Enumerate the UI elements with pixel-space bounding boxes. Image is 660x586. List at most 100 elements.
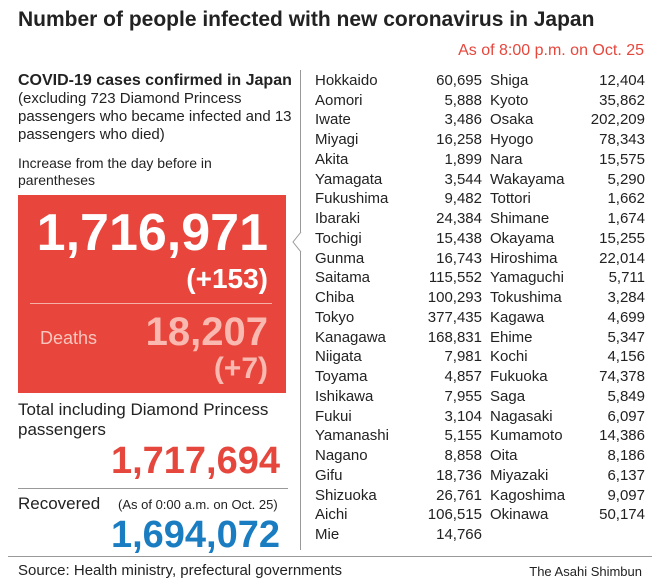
prefecture-name: Wakayama bbox=[490, 170, 565, 188]
prefecture-name: Shiga bbox=[490, 72, 529, 89]
deaths-label: Deaths bbox=[40, 328, 98, 348]
prefecture-name: Fukuoka bbox=[490, 368, 548, 386]
prefecture-name: Shimane bbox=[490, 210, 550, 228]
prefecture-cases: 1,899 bbox=[444, 150, 482, 168]
heading: COVID-19 cases confirmed in Japan (exclu… bbox=[18, 72, 300, 144]
prefecture-name: Nagano bbox=[315, 447, 368, 465]
prefecture-name: Miyazaki bbox=[490, 466, 549, 484]
recovered-note: (As of 0:00 a.m. on Oct. 25) bbox=[118, 497, 278, 512]
recovered-label: Recovered bbox=[18, 494, 101, 513]
divider bbox=[300, 70, 301, 550]
prefecture-cases: 15,438 bbox=[436, 229, 482, 247]
prefecture-name: Nara bbox=[490, 150, 523, 168]
prefecture-name: Tokyo bbox=[315, 308, 355, 326]
prefecture-name: Chiba bbox=[315, 289, 355, 307]
recovered: 1,694,072 bbox=[110, 514, 280, 556]
cases-increase: (+153) bbox=[186, 263, 268, 294]
prefecture-cases: 15,575 bbox=[599, 150, 645, 168]
prefecture-cases: 16,743 bbox=[436, 249, 482, 267]
prefecture-name: Saga bbox=[490, 387, 526, 405]
prefecture-name: Toyama bbox=[315, 368, 368, 386]
prefecture-name: Kanagawa bbox=[315, 328, 386, 346]
prefecture-name: Ishikawa bbox=[315, 387, 374, 405]
prefecture-name: Akita bbox=[315, 150, 349, 168]
prefecture-name: Kagoshima bbox=[490, 486, 566, 504]
prefecture-cases: 6,137 bbox=[607, 466, 645, 484]
prefecture-cases: 1,662 bbox=[607, 190, 645, 208]
prefecture-cases: 106,515 bbox=[427, 506, 482, 524]
prefecture-name: Saitama bbox=[315, 269, 371, 287]
prefecture-cases: 5,849 bbox=[607, 387, 645, 405]
prefecture-cases: 5,155 bbox=[444, 427, 482, 445]
prefecture-name: Shizuoka bbox=[315, 486, 377, 504]
prefecture-cases: 1,674 bbox=[607, 210, 645, 228]
prefecture-cases: 4,857 bbox=[444, 368, 482, 386]
prefecture-name: Niigata bbox=[315, 348, 362, 366]
cases: 1,716,971 bbox=[36, 204, 268, 262]
prefecture-cases: 7,955 bbox=[444, 387, 482, 405]
prefecture-cases: 5,711 bbox=[608, 269, 645, 287]
prefecture-name: Gunma bbox=[315, 249, 365, 267]
deaths-increase: (+7) bbox=[213, 352, 268, 385]
prefecture-cases: 3,544 bbox=[444, 170, 482, 188]
prefecture-name: Aomori bbox=[315, 91, 363, 109]
total-label: Total including Diamond Princess passeng… bbox=[18, 400, 269, 439]
prefecture-cases: 35,862 bbox=[599, 91, 645, 109]
prefecture-name: Fukui bbox=[315, 407, 352, 425]
prefecture-cases: 5,290 bbox=[607, 170, 645, 188]
divider bbox=[8, 556, 652, 557]
prefecture-cases: 14,386 bbox=[599, 427, 645, 445]
prefecture-cases: 12,404 bbox=[599, 72, 645, 89]
increase-note: Increase from the day before in parenthe… bbox=[18, 155, 212, 188]
prefecture-cases: 74,378 bbox=[599, 368, 645, 386]
prefecture-name: Iwate bbox=[315, 111, 351, 129]
prefecture-name: Fukushima bbox=[315, 190, 389, 208]
prefecture-cases: 14,766 bbox=[436, 526, 482, 544]
prefecture-cases: 16,258 bbox=[436, 131, 482, 149]
prefecture-cases: 115,552 bbox=[428, 269, 482, 287]
prefecture-name: Hiroshima bbox=[490, 249, 558, 267]
prefecture-name: Miyagi bbox=[315, 131, 359, 149]
prefecture-name: Tokushima bbox=[490, 289, 562, 307]
prefecture-cases: 3,284 bbox=[607, 289, 645, 307]
heading-text: COVID-19 cases confirmed in Japan bbox=[18, 72, 292, 89]
prefecture-cases: 18,736 bbox=[436, 466, 482, 484]
prefecture-name: Hokkaido bbox=[315, 72, 378, 89]
prefecture-name: Tochigi bbox=[315, 229, 362, 247]
prefecture-name: Oita bbox=[490, 447, 518, 465]
prefecture-cases: 6,097 bbox=[607, 407, 645, 425]
prefecture-cases: 202,209 bbox=[590, 111, 645, 129]
prefecture-name: Nagasaki bbox=[490, 407, 553, 425]
prefecture-name: Aichi bbox=[315, 506, 348, 524]
title: Number of people infected with new coron… bbox=[18, 8, 595, 31]
prefecture-cases: 22,014 bbox=[599, 249, 645, 267]
credit: The Asahi Shimbun bbox=[529, 564, 642, 579]
prefecture-name: Hyogo bbox=[490, 131, 534, 149]
prefecture-cases: 3,486 bbox=[444, 111, 482, 129]
prefecture-name: Mie bbox=[315, 526, 340, 544]
prefecture-name: Kyoto bbox=[490, 91, 529, 109]
prefecture-cases: 26,761 bbox=[436, 486, 482, 504]
source: Source: Health ministry, prefectural gov… bbox=[18, 562, 343, 579]
prefecture-cases: 7,981 bbox=[444, 348, 482, 366]
prefecture-cases: 78,343 bbox=[599, 131, 645, 149]
prefecture-cases: 9,097 bbox=[607, 486, 645, 504]
prefecture-cases: 5,347 bbox=[607, 328, 645, 346]
prefecture-name: Okinawa bbox=[490, 506, 549, 524]
prefecture-cases: 8,186 bbox=[607, 447, 645, 465]
prefecture-cases: 3,104 bbox=[444, 407, 482, 425]
prefecture-name: Ehime bbox=[490, 328, 533, 346]
prefecture-cases: 4,699 bbox=[607, 308, 645, 326]
as-of: As of 8:00 p.m. on Oct. 25 bbox=[458, 42, 644, 59]
prefecture-name: Tottori bbox=[490, 190, 531, 208]
heading-note: (excluding 723 Diamond Princess passenge… bbox=[18, 90, 292, 143]
prefecture-cases: 50,174 bbox=[599, 506, 645, 524]
prefecture-name: Yamanashi bbox=[315, 427, 389, 445]
prefecture-cases: 168,831 bbox=[427, 328, 482, 346]
prefecture-cases: 4,156 bbox=[607, 348, 645, 366]
prefecture-name: Ibaraki bbox=[315, 210, 361, 228]
prefecture-cases: 15,255 bbox=[599, 229, 645, 247]
prefecture-cases: 377,435 bbox=[427, 308, 482, 326]
prefecture-name: Kagawa bbox=[490, 308, 545, 326]
